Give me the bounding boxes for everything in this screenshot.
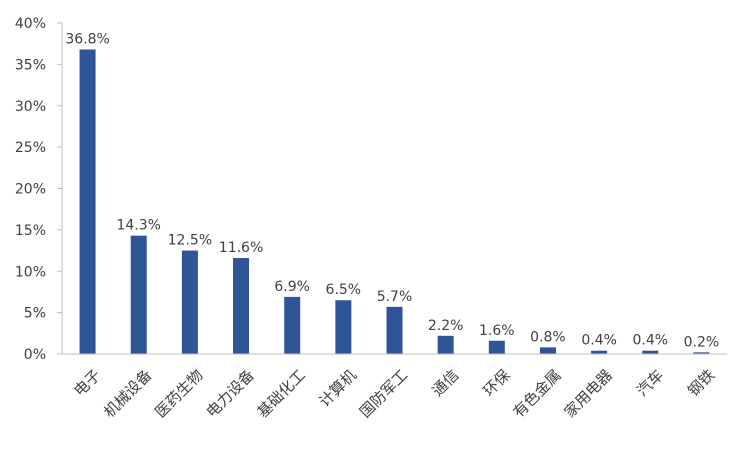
category-label-9: 有色金属 [510, 366, 565, 421]
bar-0 [79, 49, 96, 354]
x-axis: 电子机械设备医药生物电力设备基础化工 计算机国防军工 通信 环保有色金属家用电器 汽车钢… [62, 353, 727, 421]
y-axis: 0% 5% 10% 15% 20% 25% 30% 35% 40% [15, 16, 63, 363]
category-label-5: 计算机 [316, 366, 361, 411]
bar-6 [386, 306, 403, 354]
y-tick-label: 10% [15, 264, 46, 280]
bar-4 [284, 296, 301, 354]
bar-10 [591, 350, 608, 354]
bar-2 [181, 250, 198, 354]
category-label-7: 通信 [428, 366, 462, 400]
bar-5 [335, 300, 352, 354]
data-label-2: 12.5% [168, 233, 212, 249]
data-label-1: 14.3% [116, 218, 160, 234]
y-tick-label: 20% [15, 182, 46, 198]
bar-3 [233, 258, 250, 354]
bar-11 [642, 350, 659, 354]
data-label-11: 0.4% [632, 333, 668, 349]
bar-7 [437, 335, 454, 354]
y-tick-label: 5% [24, 306, 46, 322]
category-label-11: 汽车 [633, 366, 667, 400]
bars [79, 49, 710, 354]
data-label-4: 6.9% [274, 279, 310, 295]
data-labels: 36.8% 14.3% 12.5% 11.6% 6.9% 6.5% 5.7% 2.2% 1.6%… [65, 31, 719, 350]
category-label-10: 家用电器 [561, 366, 616, 421]
category-label-8: 环保 [480, 366, 514, 400]
category-label-3: 电力设备 [203, 366, 258, 421]
bar-9 [539, 347, 556, 354]
y-tick-label: 30% [15, 99, 46, 115]
y-tick-label: 25% [15, 140, 46, 156]
y-tick-label: 40% [15, 16, 46, 32]
data-label-9: 0.8% [530, 329, 566, 345]
category-label-6: 国防军工 [356, 366, 411, 421]
y-tick-label: 15% [15, 223, 46, 239]
data-label-0: 36.8% [65, 31, 109, 47]
y-tick-label: 0% [24, 347, 46, 363]
data-label-5: 6.5% [326, 282, 362, 298]
category-label-0: 电子 [70, 366, 104, 400]
bar-12 [693, 352, 710, 354]
category-label-4: 基础化工 [254, 366, 309, 421]
bar-8 [488, 340, 505, 354]
bar-1 [130, 235, 147, 354]
y-tick-label: 35% [15, 57, 46, 73]
category-label-2: 医药生物 [151, 366, 206, 421]
category-label-12: 钢铁 [684, 366, 718, 400]
data-label-6: 5.7% [377, 289, 413, 305]
data-label-3: 11.6% [219, 240, 263, 256]
category-label-1: 机械设备 [100, 366, 155, 421]
data-label-12: 0.2% [684, 334, 720, 350]
data-label-7: 2.2% [428, 318, 464, 334]
data-label-10: 0.4% [581, 333, 617, 349]
data-label-8: 1.6% [479, 323, 515, 339]
